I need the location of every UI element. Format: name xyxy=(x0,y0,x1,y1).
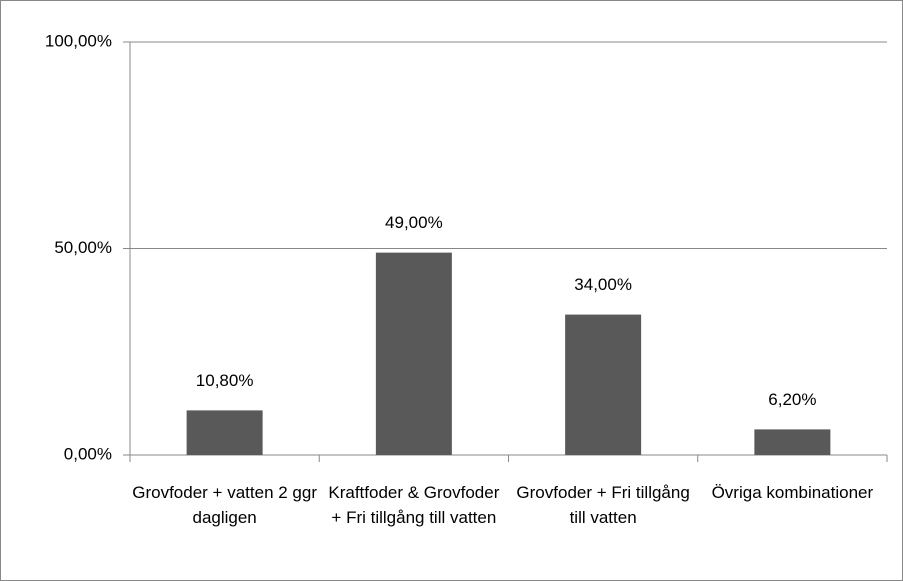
x-tick-label: Övriga kombinationer xyxy=(711,483,874,502)
x-tick-label: Grovfoder + vatten 2 ggr dagligen xyxy=(132,483,317,527)
y-tick-label: 100,00% xyxy=(45,31,112,50)
x-tick-label: Grovfoder + Fri tillgång till vatten xyxy=(516,483,690,527)
data-label: 6,20% xyxy=(768,390,816,409)
bar xyxy=(375,252,452,455)
data-label: 34,00% xyxy=(574,275,632,294)
bar xyxy=(565,314,642,455)
data-label: 10,80% xyxy=(196,371,254,390)
y-tick-label: 0,00% xyxy=(64,444,112,463)
bar xyxy=(186,410,263,455)
x-tick-label: Kraftfoder & Grovfoder + Fri tillgång ti… xyxy=(328,483,500,527)
data-label: 49,00% xyxy=(385,213,443,232)
bar xyxy=(754,429,831,455)
y-tick-label: 50,00% xyxy=(54,238,112,257)
